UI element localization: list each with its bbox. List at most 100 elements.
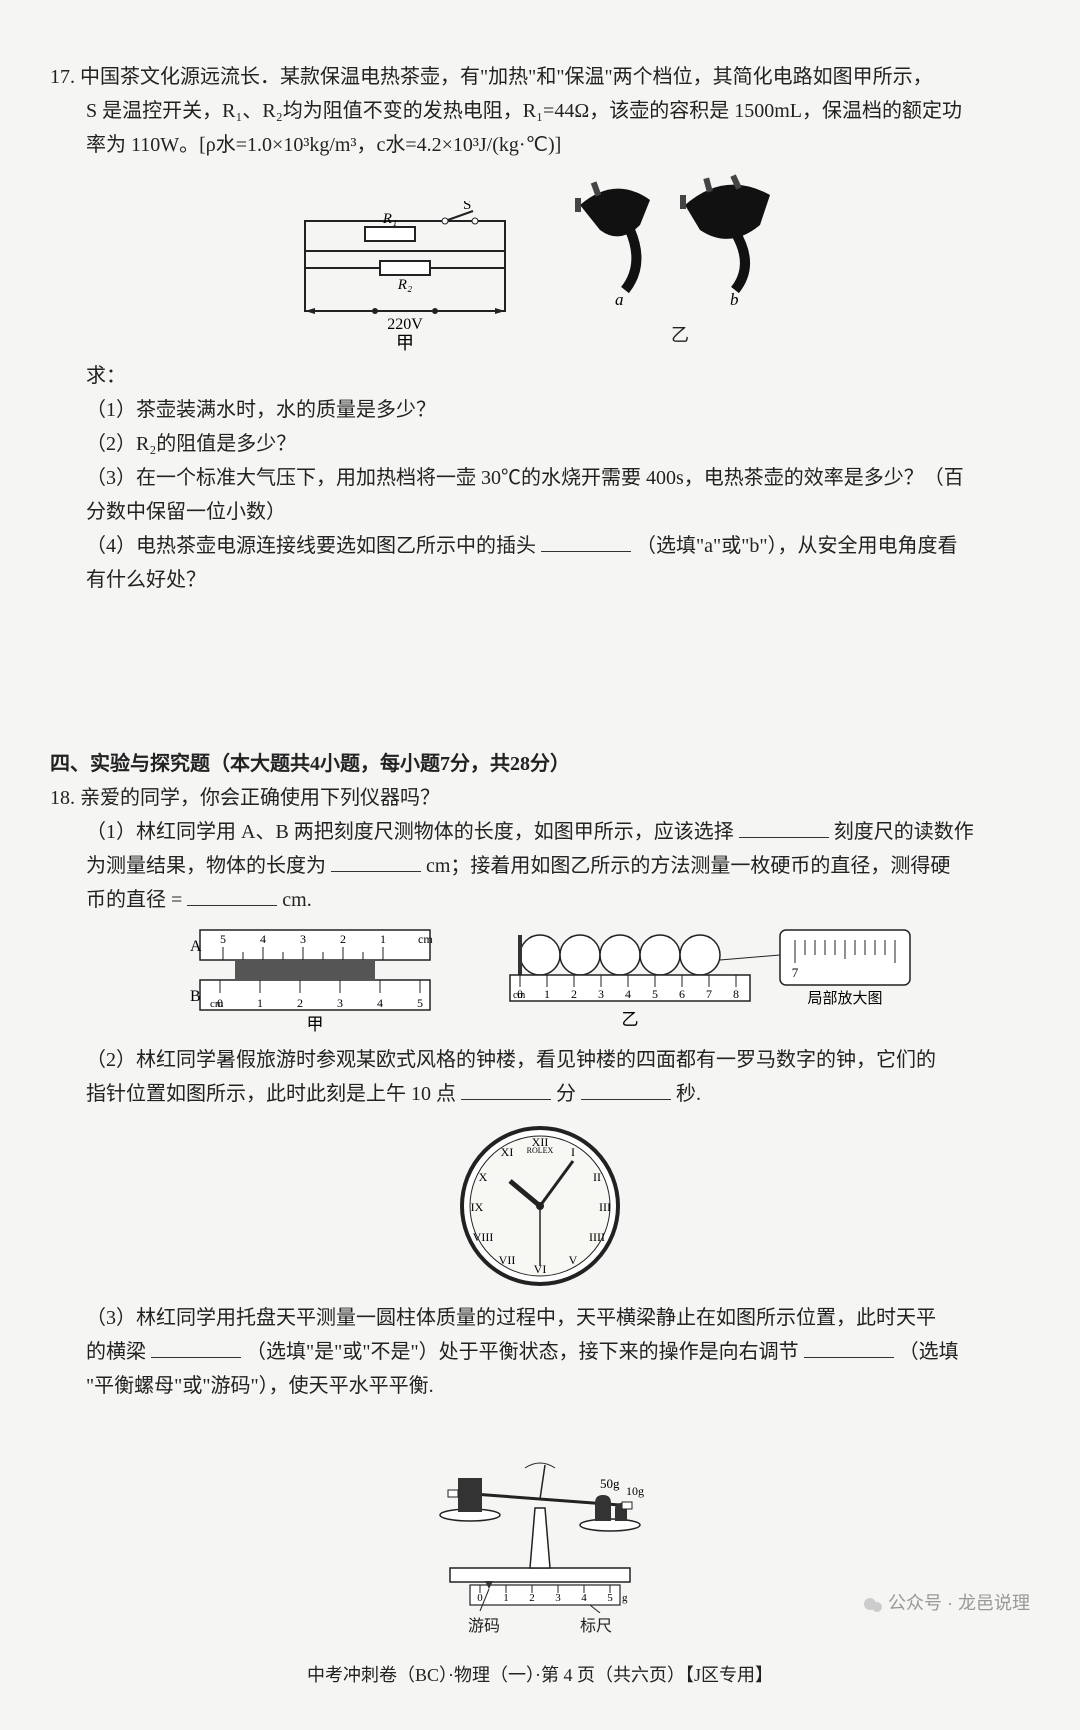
svg-text:B: B xyxy=(190,988,201,1005)
q17-ask: 求： xyxy=(50,359,1030,393)
q18-p3-l3: "平衡螺母"或"游码"），使天平水平平衡. xyxy=(50,1369,1030,1403)
blank-length[interactable] xyxy=(331,851,421,872)
svg-text:4: 4 xyxy=(581,1592,587,1604)
svg-text:X: X xyxy=(479,1170,488,1184)
q18-p3-l1: （3）林红同学用托盘天平测量一圆柱体质量的过程中，天平横梁静止在如图所示位置，此… xyxy=(50,1301,1030,1335)
svg-text:3: 3 xyxy=(598,987,604,1001)
svg-text:6: 6 xyxy=(679,987,685,1001)
blank-diameter[interactable] xyxy=(187,885,277,906)
svg-text:5: 5 xyxy=(417,996,423,1010)
q18-p2b: 指针位置如图所示，此时此刻是上午 10 点 xyxy=(86,1083,456,1105)
svg-text:甲: 甲 xyxy=(396,333,414,351)
svg-text:4: 4 xyxy=(260,932,266,946)
work-space xyxy=(50,597,1030,707)
q18: 18. 亲爱的同学，你会正确使用下列仪器吗？ （1）林红同学用 A、B 两把刻度… xyxy=(50,781,1030,1640)
fig-rulers-jia: A cm 5 4 3 2 1 xyxy=(160,925,460,1035)
svg-text:R₁: R₁ xyxy=(382,211,397,227)
svg-text:1: 1 xyxy=(503,1592,509,1604)
rider-label: 游码 xyxy=(468,1613,500,1640)
q18-p1-l3: 币的直径 = cm. xyxy=(50,883,1030,917)
svg-text:1: 1 xyxy=(544,987,550,1001)
svg-text:甲: 甲 xyxy=(307,1015,324,1034)
svg-text:2: 2 xyxy=(340,932,346,946)
svg-text:0: 0 xyxy=(477,1592,483,1604)
q18-p1f: cm. xyxy=(282,889,311,911)
circuit-diagram: R₁ S R₂ 220V 甲 xyxy=(285,201,525,351)
wechat-icon xyxy=(863,1595,883,1615)
svg-text:S: S xyxy=(463,201,471,213)
q17-stem-l2: S 是温控开关，R₁、R₂均为阻值不变的发热电阻，R₁=44Ω，该壶的容积是 1… xyxy=(50,94,1030,128)
svg-text:5: 5 xyxy=(220,932,226,946)
svg-text:I: I xyxy=(571,1145,575,1159)
q17-p3a: （3）在一个标准大气压下，用加热档将一壶 30℃的水烧开需要 400s，电热茶壶… xyxy=(50,461,1030,495)
svg-text:b: b xyxy=(730,290,739,309)
q17-number: 17. xyxy=(50,66,75,88)
svg-text:3: 3 xyxy=(337,996,343,1010)
svg-text:5: 5 xyxy=(652,987,658,1001)
svg-text:2: 2 xyxy=(571,987,577,1001)
svg-text:3: 3 xyxy=(555,1592,561,1604)
svg-text:5: 5 xyxy=(607,1592,613,1604)
svg-text:8: 8 xyxy=(733,987,739,1001)
fig-jia: R₁ S R₂ 220V 甲 xyxy=(285,201,525,351)
svg-text:7: 7 xyxy=(706,987,712,1001)
svg-text:2: 2 xyxy=(297,996,303,1010)
q18-number: 18. xyxy=(50,787,75,809)
svg-text:R₂: R₂ xyxy=(397,277,412,293)
blank-balance1[interactable] xyxy=(151,1337,241,1358)
svg-text:1: 1 xyxy=(380,932,386,946)
scale-label: 标尺 xyxy=(580,1613,612,1640)
svg-text:2: 2 xyxy=(529,1592,535,1604)
q18-fig1: A cm 5 4 3 2 1 xyxy=(50,925,1030,1035)
q17-p4c: 有什么好处？ xyxy=(50,563,1030,597)
blank-plug[interactable] xyxy=(541,531,631,552)
q18-p1-l1: （1）林红同学用 A、B 两把刻度尺测物体的长度，如图甲所示，应该选择 刻度尺的… xyxy=(50,815,1030,849)
blank-balance2[interactable] xyxy=(804,1337,894,1358)
blank-minute[interactable] xyxy=(461,1079,551,1100)
svg-text:3: 3 xyxy=(300,932,306,946)
q18-p1d: cm；接着用如图乙所示的方法测量一枚硬币的直径，测得硬 xyxy=(426,855,950,877)
q18-p1e: 币的直径 = xyxy=(86,889,182,911)
clock-figure: ROLEX XII I II III IIII V VI VII VIII IX… xyxy=(50,1121,1030,1291)
svg-text:II: II xyxy=(593,1170,601,1184)
fig-yi-label: 乙 xyxy=(565,320,795,351)
q17-p2: （2）R₂的阻值是多少？ xyxy=(50,427,1030,461)
q18-p2d: 秒. xyxy=(676,1083,701,1105)
svg-text:cm: cm xyxy=(418,932,433,946)
section4-title: 四、实验与探究题（本大题共4小题，每小题7分，共28分） xyxy=(50,747,1030,781)
svg-text:VIII: VIII xyxy=(473,1230,494,1244)
svg-text:XII: XII xyxy=(532,1135,549,1149)
svg-text:1: 1 xyxy=(257,996,263,1010)
q18-p1-l2: 为测量结果，物体的长度为 cm；接着用如图乙所示的方法测量一枚硬币的直径，测得硬 xyxy=(50,849,1030,883)
q18-p3c: （选填"是"或"不是"）处于平衡状态，接下来的操作是向右调节 xyxy=(246,1341,799,1363)
q17-figures: R₁ S R₂ 220V 甲 xyxy=(50,170,1030,351)
q17-p1: （1）茶壶装满水时，水的质量是多少？ xyxy=(50,393,1030,427)
svg-text:III: III xyxy=(599,1200,611,1214)
q17-stem-l3: 率为 110W。[ρ水=1.0×10³kg/m³，c水=4.2×10³J/(kg… xyxy=(50,128,1030,162)
q18-p1c: 为测量结果，物体的长度为 xyxy=(86,855,326,877)
svg-text:A: A xyxy=(190,938,202,955)
q17-p4a: （4）电热茶壶电源连接线要选如图乙所示中的插头 xyxy=(86,535,536,557)
svg-text:220V: 220V xyxy=(387,316,423,333)
blank-second[interactable] xyxy=(581,1079,671,1100)
svg-text:IX: IX xyxy=(471,1200,484,1214)
svg-text:VII: VII xyxy=(499,1253,516,1267)
q18-p3-l2: 的横梁 （选填"是"或"不是"）处于平衡状态，接下来的操作是向右调节 （选填 xyxy=(50,1335,1030,1369)
svg-text:4: 4 xyxy=(625,987,631,1001)
q18-p1b: 刻度尺的读数作 xyxy=(834,821,974,843)
watermark: 公众号 · 龙邑说理 xyxy=(863,1588,1030,1619)
svg-text:cm: cm xyxy=(513,990,525,1001)
q18-p2-l1: （2）林红同学暑假旅游时参观某欧式风格的钟楼，看见钟楼的四面都有一罗马数字的钟，… xyxy=(50,1043,1030,1077)
q17: 17. 中国茶文化源远流长．某款保温电热茶壶，有"加热"和"保温"两个档位，其简… xyxy=(50,60,1030,597)
svg-text:4: 4 xyxy=(377,996,383,1010)
svg-text:局部放大图: 局部放大图 xyxy=(807,990,882,1007)
q18-p3d: （选填 xyxy=(899,1341,959,1363)
blank-ruler-choice[interactable] xyxy=(739,817,829,838)
svg-text:10g: 10g xyxy=(626,1484,644,1498)
svg-text:50g: 50g xyxy=(600,1476,620,1491)
svg-text:a: a xyxy=(615,290,624,309)
watermark-text: 公众号 · 龙邑说理 xyxy=(888,1593,1030,1613)
q18-p2-l2: 指针位置如图所示，此时此刻是上午 10 点 分 秒. xyxy=(50,1077,1030,1111)
svg-text:XI: XI xyxy=(501,1145,514,1159)
q18-stem: 亲爱的同学，你会正确使用下列仪器吗？ xyxy=(80,787,440,809)
